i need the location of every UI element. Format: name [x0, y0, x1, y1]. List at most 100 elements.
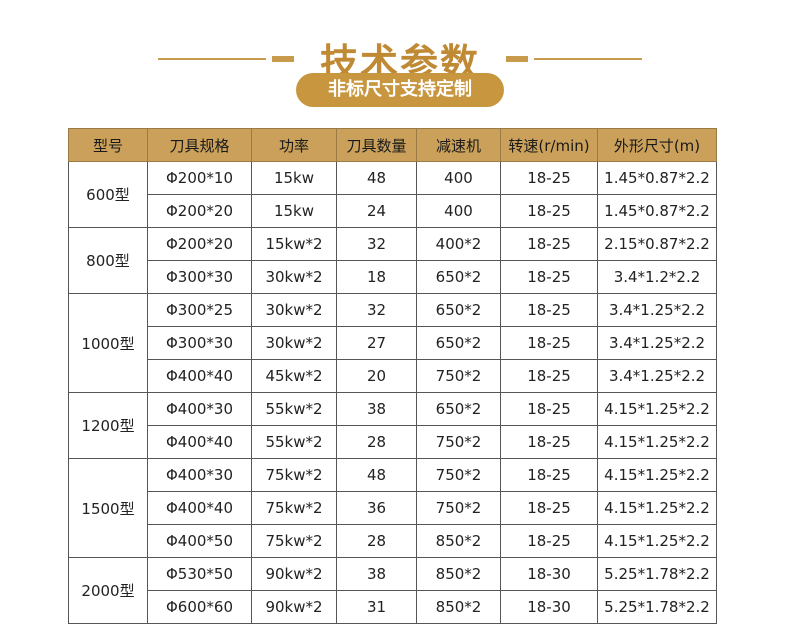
column-header: 型号 — [68, 128, 148, 162]
table-cell: 3.4*1.25*2.2 — [597, 326, 717, 360]
table-cell: 18-25 — [500, 491, 598, 525]
table-cell: Φ300*30 — [147, 260, 252, 294]
table-cell: 45kw*2 — [251, 359, 337, 393]
table-cell: 90kw*2 — [251, 557, 337, 591]
table-cell: Φ400*50 — [147, 524, 252, 558]
table-cell: 30kw*2 — [251, 260, 337, 294]
table-row: 1500型 Φ400*30 75kw*2 48 750*2 18-25 4.15*1.25*… — [68, 458, 717, 558]
table-cell: 15kw*2 — [251, 227, 337, 261]
model-cell: 2000型 — [68, 557, 148, 624]
table-row: Φ200*20 15kw 24 400 18-25 1.45*0.87*2.2 — [69, 194, 717, 228]
table-cell: 750*2 — [416, 359, 501, 393]
column-header: 功率 — [251, 128, 337, 162]
table-row: Φ400*40 45kw*2 20 750*2 18-25 3.4*1.25*2.2 — [69, 359, 717, 393]
table-cell: 400*2 — [416, 227, 501, 261]
table-cell: Φ300*25 — [147, 293, 252, 327]
table-cell: 18-25 — [500, 425, 598, 459]
table-cell: 850*2 — [416, 524, 501, 558]
table-cell: 5.25*1.78*2.2 — [597, 557, 717, 591]
table-cell: 32 — [336, 293, 417, 327]
table-cell: Φ400*40 — [147, 359, 252, 393]
table-cell: 650*2 — [416, 326, 501, 360]
table-cell: 75kw*2 — [251, 458, 337, 492]
table-row: Φ400*40 75kw*2 36 750*2 18-25 4.15*1.25*2.2 — [69, 491, 717, 525]
table-cell: 850*2 — [416, 557, 501, 591]
table-cell: 18-25 — [500, 326, 598, 360]
table-cell: 15kw — [251, 161, 337, 195]
table-cell: 38 — [336, 557, 417, 591]
table-cell: 4.15*1.25*2.2 — [597, 425, 717, 459]
table-cell: 18-25 — [500, 359, 598, 393]
table-cell: 750*2 — [416, 425, 501, 459]
table-cell: 4.15*1.25*2.2 — [597, 524, 717, 558]
table-cell: 650*2 — [416, 392, 501, 426]
table-cell: 27 — [336, 326, 417, 360]
table-cell: Φ530*50 — [147, 557, 252, 591]
table-row: Φ400*40 55kw*2 28 750*2 18-25 4.15*1.25*2.2 — [69, 425, 717, 459]
table-cell: 4.15*1.25*2.2 — [597, 458, 717, 492]
table-cell: 55kw*2 — [251, 425, 337, 459]
table-cell: 18-25 — [500, 194, 598, 228]
table-cell: 48 — [336, 458, 417, 492]
table-cell: 18-25 — [500, 524, 598, 558]
title-dash-right — [506, 56, 528, 62]
table-cell: 30kw*2 — [251, 293, 337, 327]
table-cell: 32 — [336, 227, 417, 261]
model-cell: 1000型 — [68, 293, 148, 393]
table-cell: 3.4*1.25*2.2 — [597, 359, 717, 393]
table-row: 1000型 Φ300*25 30kw*2 32 650*2 18-25 3.4*1.25*2… — [68, 293, 717, 393]
table-cell: Φ400*30 — [147, 392, 252, 426]
table-row: Φ300*30 30kw*2 18 650*2 18-25 3.4*1.2*2.2 — [69, 260, 717, 294]
model-cell: 600型 — [68, 161, 148, 228]
table-cell: 18-25 — [500, 293, 598, 327]
table-cell: 75kw*2 — [251, 524, 337, 558]
table-row: Φ600*60 90kw*2 31 850*2 18-30 5.25*1.78*2.2 — [69, 590, 717, 624]
column-header: 转速(r/min) — [500, 128, 598, 162]
column-header: 外形尺寸(m) — [597, 128, 717, 162]
table-cell: 75kw*2 — [251, 491, 337, 525]
table-row: 1200型 Φ400*30 55kw*2 38 650*2 18-25 4.15*1.25*… — [68, 392, 717, 459]
title-rule-left — [158, 58, 266, 60]
table-cell: 2.15*0.87*2.2 — [597, 227, 717, 261]
table-cell: 18-25 — [500, 161, 598, 195]
table-cell: 48 — [336, 161, 417, 195]
table-cell: Φ200*20 — [147, 194, 252, 228]
table-cell: 30kw*2 — [251, 326, 337, 360]
table-cell: Φ200*10 — [147, 161, 252, 195]
column-header: 刀具规格 — [147, 128, 252, 162]
table-cell: 38 — [336, 392, 417, 426]
table-cell: 3.4*1.2*2.2 — [597, 260, 717, 294]
table-row: 800型 Φ200*20 15kw*2 32 400*2 18-25 2.15*0.87*2… — [68, 227, 717, 294]
spec-table: 型号 刀具规格 功率 刀具数量 减速机 转速(r/min) 外形尺寸(m) 60… — [68, 128, 717, 624]
table-cell: 18-25 — [500, 458, 598, 492]
model-cell: 800型 — [68, 227, 148, 294]
table-cell: 4.15*1.25*2.2 — [597, 392, 717, 426]
table-cell: 31 — [336, 590, 417, 624]
column-header: 减速机 — [416, 128, 501, 162]
table-row: 2000型 Φ530*50 90kw*2 38 850*2 18-30 5.25*1.78*… — [68, 557, 717, 624]
table-cell: Φ400*40 — [147, 425, 252, 459]
table-cell: 20 — [336, 359, 417, 393]
table-cell: 1.45*0.87*2.2 — [597, 161, 717, 195]
table-cell: 18 — [336, 260, 417, 294]
title-rule-right — [534, 58, 642, 60]
table-cell: 850*2 — [416, 590, 501, 624]
table-cell: 90kw*2 — [251, 590, 337, 624]
table-cell: 750*2 — [416, 491, 501, 525]
title-dash-left — [272, 56, 294, 62]
table-cell: 750*2 — [416, 458, 501, 492]
table-cell: Φ300*30 — [147, 326, 252, 360]
table-cell: 36 — [336, 491, 417, 525]
table-cell: 400 — [416, 194, 501, 228]
model-cell: 1200型 — [68, 392, 148, 459]
table-cell: Φ400*40 — [147, 491, 252, 525]
table-row: Φ300*30 30kw*2 27 650*2 18-25 3.4*1.25*2.2 — [69, 326, 717, 360]
table-cell: 28 — [336, 524, 417, 558]
table-cell: 650*2 — [416, 293, 501, 327]
table-cell: Φ400*30 — [147, 458, 252, 492]
table-header-row: 型号 刀具规格 功率 刀具数量 减速机 转速(r/min) 外形尺寸(m) — [68, 128, 717, 162]
table-row: 600型 Φ200*10 15kw 48 400 18-25 1.45*0.87*2.2 — [68, 161, 717, 228]
table-cell: Φ600*60 — [147, 590, 252, 624]
column-header: 刀具数量 — [336, 128, 417, 162]
table-cell: 400 — [416, 161, 501, 195]
